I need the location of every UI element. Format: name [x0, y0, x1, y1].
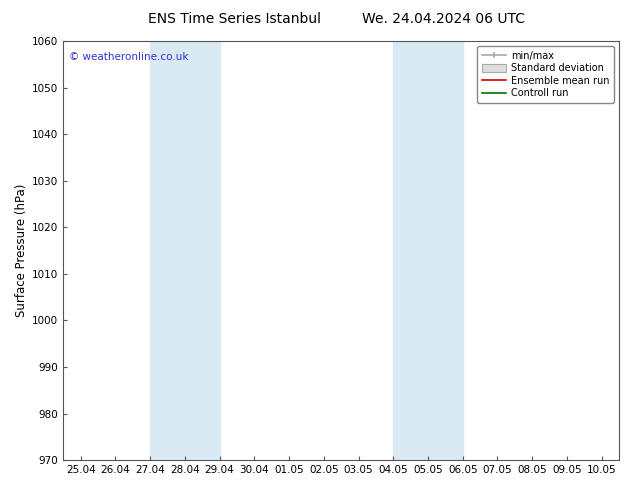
- Y-axis label: Surface Pressure (hPa): Surface Pressure (hPa): [15, 184, 28, 318]
- Text: We. 24.04.2024 06 UTC: We. 24.04.2024 06 UTC: [362, 12, 526, 26]
- Bar: [393, 41, 463, 460]
- Legend: min/max, Standard deviation, Ensemble mean run, Controll run: min/max, Standard deviation, Ensemble me…: [477, 46, 614, 103]
- Text: © weatheronline.co.uk: © weatheronline.co.uk: [69, 51, 188, 62]
- Bar: [150, 41, 219, 460]
- Text: ENS Time Series Istanbul: ENS Time Series Istanbul: [148, 12, 321, 26]
